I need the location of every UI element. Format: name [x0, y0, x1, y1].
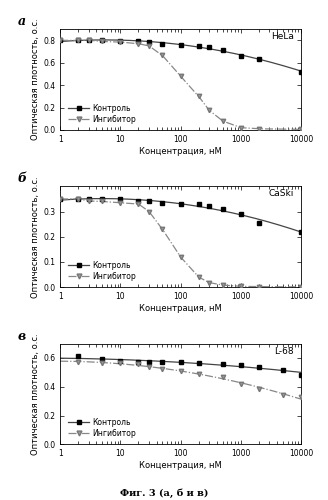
Y-axis label: Оптическая плотность, о.с.: Оптическая плотность, о.с. — [31, 176, 40, 298]
Text: Фиг. 3 (а, б и в): Фиг. 3 (а, б и в) — [120, 488, 208, 498]
X-axis label: Концентрация, нМ: Концентрация, нМ — [139, 304, 222, 313]
Text: L-68: L-68 — [274, 346, 294, 356]
Legend: Контроль, Ингибитор: Контроль, Ингибитор — [66, 416, 138, 440]
Text: CaSki: CaSki — [268, 190, 294, 198]
Y-axis label: Оптическая плотность, о.с.: Оптическая плотность, о.с. — [31, 333, 40, 455]
Text: HeLa: HeLa — [271, 32, 294, 41]
Text: в: в — [17, 330, 26, 342]
Text: б: б — [17, 172, 26, 186]
Y-axis label: Оптическая плотность, о.с.: Оптическая плотность, о.с. — [31, 18, 40, 140]
X-axis label: Концентрация, нМ: Концентрация, нМ — [139, 146, 222, 156]
Legend: Контроль, Ингибитор: Контроль, Ингибитор — [66, 260, 138, 282]
Legend: Контроль, Ингибитор: Контроль, Ингибитор — [66, 102, 138, 125]
X-axis label: Концентрация, нМ: Концентрация, нМ — [139, 461, 222, 470]
Text: а: а — [18, 15, 26, 28]
